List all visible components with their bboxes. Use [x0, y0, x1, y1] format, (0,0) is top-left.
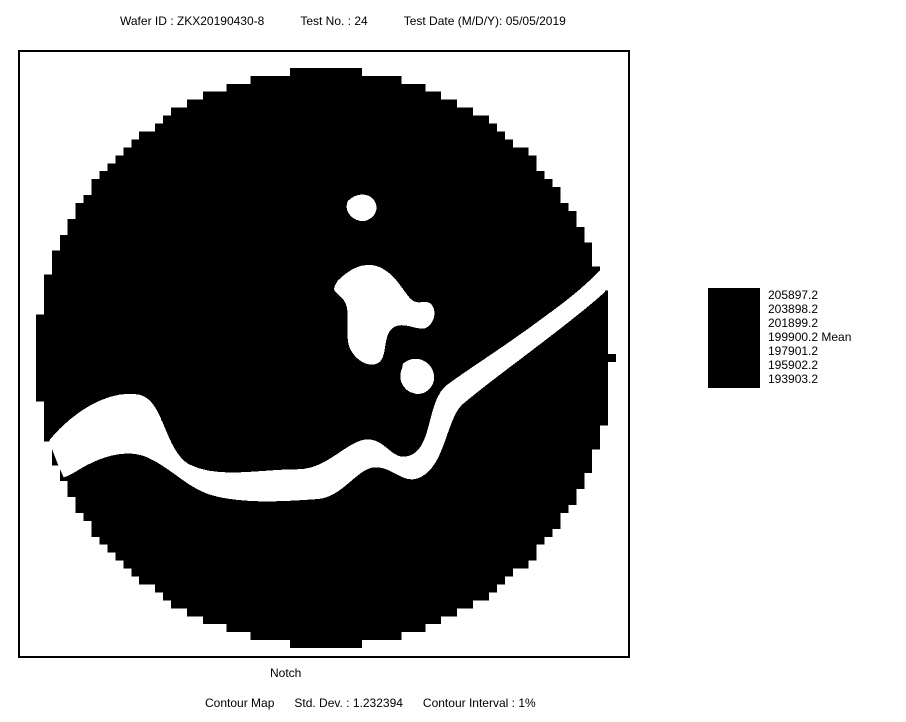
wafer-id-label: Wafer ID :	[120, 14, 174, 28]
legend-value: 193903.2	[768, 372, 851, 386]
contour-interval-label: Contour Interval :	[423, 696, 515, 710]
legend-value: 197901.2	[768, 344, 851, 358]
test-date-value: 05/05/2019	[506, 14, 566, 28]
legend-value: 201899.2	[768, 316, 851, 330]
contour-interval-value: 1%	[518, 696, 535, 710]
wafer-contour-plot	[18, 50, 630, 658]
test-date: Test Date (M/D/Y): 05/05/2019	[404, 14, 566, 28]
header-row: Wafer ID : ZKX20190430-8 Test No. : 24 T…	[0, 14, 640, 28]
std-dev-label: Std. Dev. :	[294, 696, 349, 710]
legend-value: 205897.2	[768, 288, 851, 302]
legend: 205897.2203898.2201899.2199900.2 Mean197…	[708, 288, 851, 388]
wafer-svg	[20, 52, 628, 656]
legend-band	[708, 288, 760, 388]
test-no-label: Test No. :	[300, 14, 351, 28]
notch-label: Notch	[270, 666, 301, 680]
contour-interval: Contour Interval : 1%	[423, 696, 536, 710]
test-date-label: Test Date (M/D/Y):	[404, 14, 503, 28]
wafer-id-value: ZKX20190430-8	[177, 14, 264, 28]
contour-map-label: Contour Map	[205, 696, 274, 710]
legend-value: 195902.2	[768, 358, 851, 372]
std-dev: Std. Dev. : 1.232394	[294, 696, 403, 710]
legend-swatch	[708, 288, 760, 388]
test-no-value: 24	[354, 14, 367, 28]
wafer-id: Wafer ID : ZKX20190430-8	[120, 14, 264, 28]
legend-value: 203898.2	[768, 302, 851, 316]
legend-value: 199900.2 Mean	[768, 330, 851, 344]
legend-labels: 205897.2203898.2201899.2199900.2 Mean197…	[768, 288, 851, 386]
footer-row: Contour Map Std. Dev. : 1.232394 Contour…	[205, 696, 536, 710]
test-no: Test No. : 24	[300, 14, 367, 28]
std-dev-value: 1.232394	[353, 696, 403, 710]
